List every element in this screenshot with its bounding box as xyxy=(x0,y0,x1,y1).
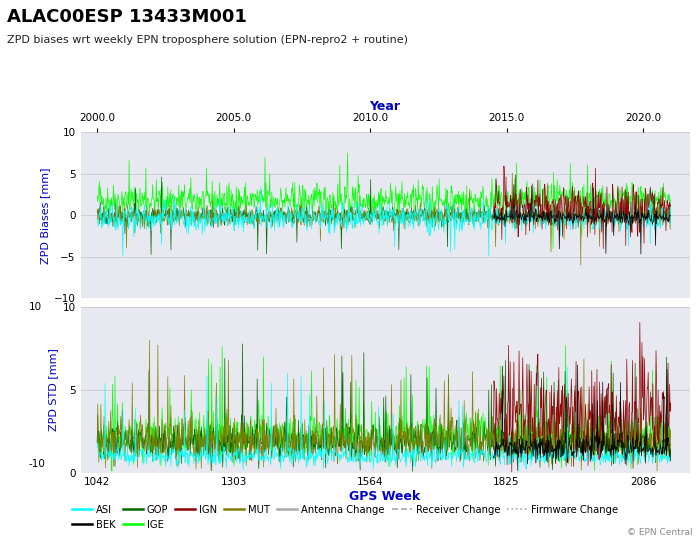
Text: © EPN Central: © EPN Central xyxy=(627,528,693,537)
X-axis label: GPS Week: GPS Week xyxy=(349,490,421,503)
Text: -10: -10 xyxy=(29,459,46,469)
Text: 10: 10 xyxy=(29,301,42,312)
X-axis label: Year: Year xyxy=(370,100,400,113)
Text: ALAC00ESP 13433M001: ALAC00ESP 13433M001 xyxy=(7,8,247,26)
Legend: ASI, BEK, GOP, IGE, IGN, MUT, Antenna Change, Receiver Change, Firmware Change: ASI, BEK, GOP, IGE, IGN, MUT, Antenna Ch… xyxy=(68,501,622,534)
Y-axis label: ZPD Biases [mm]: ZPD Biases [mm] xyxy=(40,167,50,264)
Y-axis label: ZPD STD [mm]: ZPD STD [mm] xyxy=(48,348,58,431)
Text: ZPD biases wrt weekly EPN troposphere solution (EPN-repro2 + routine): ZPD biases wrt weekly EPN troposphere so… xyxy=(7,35,408,45)
